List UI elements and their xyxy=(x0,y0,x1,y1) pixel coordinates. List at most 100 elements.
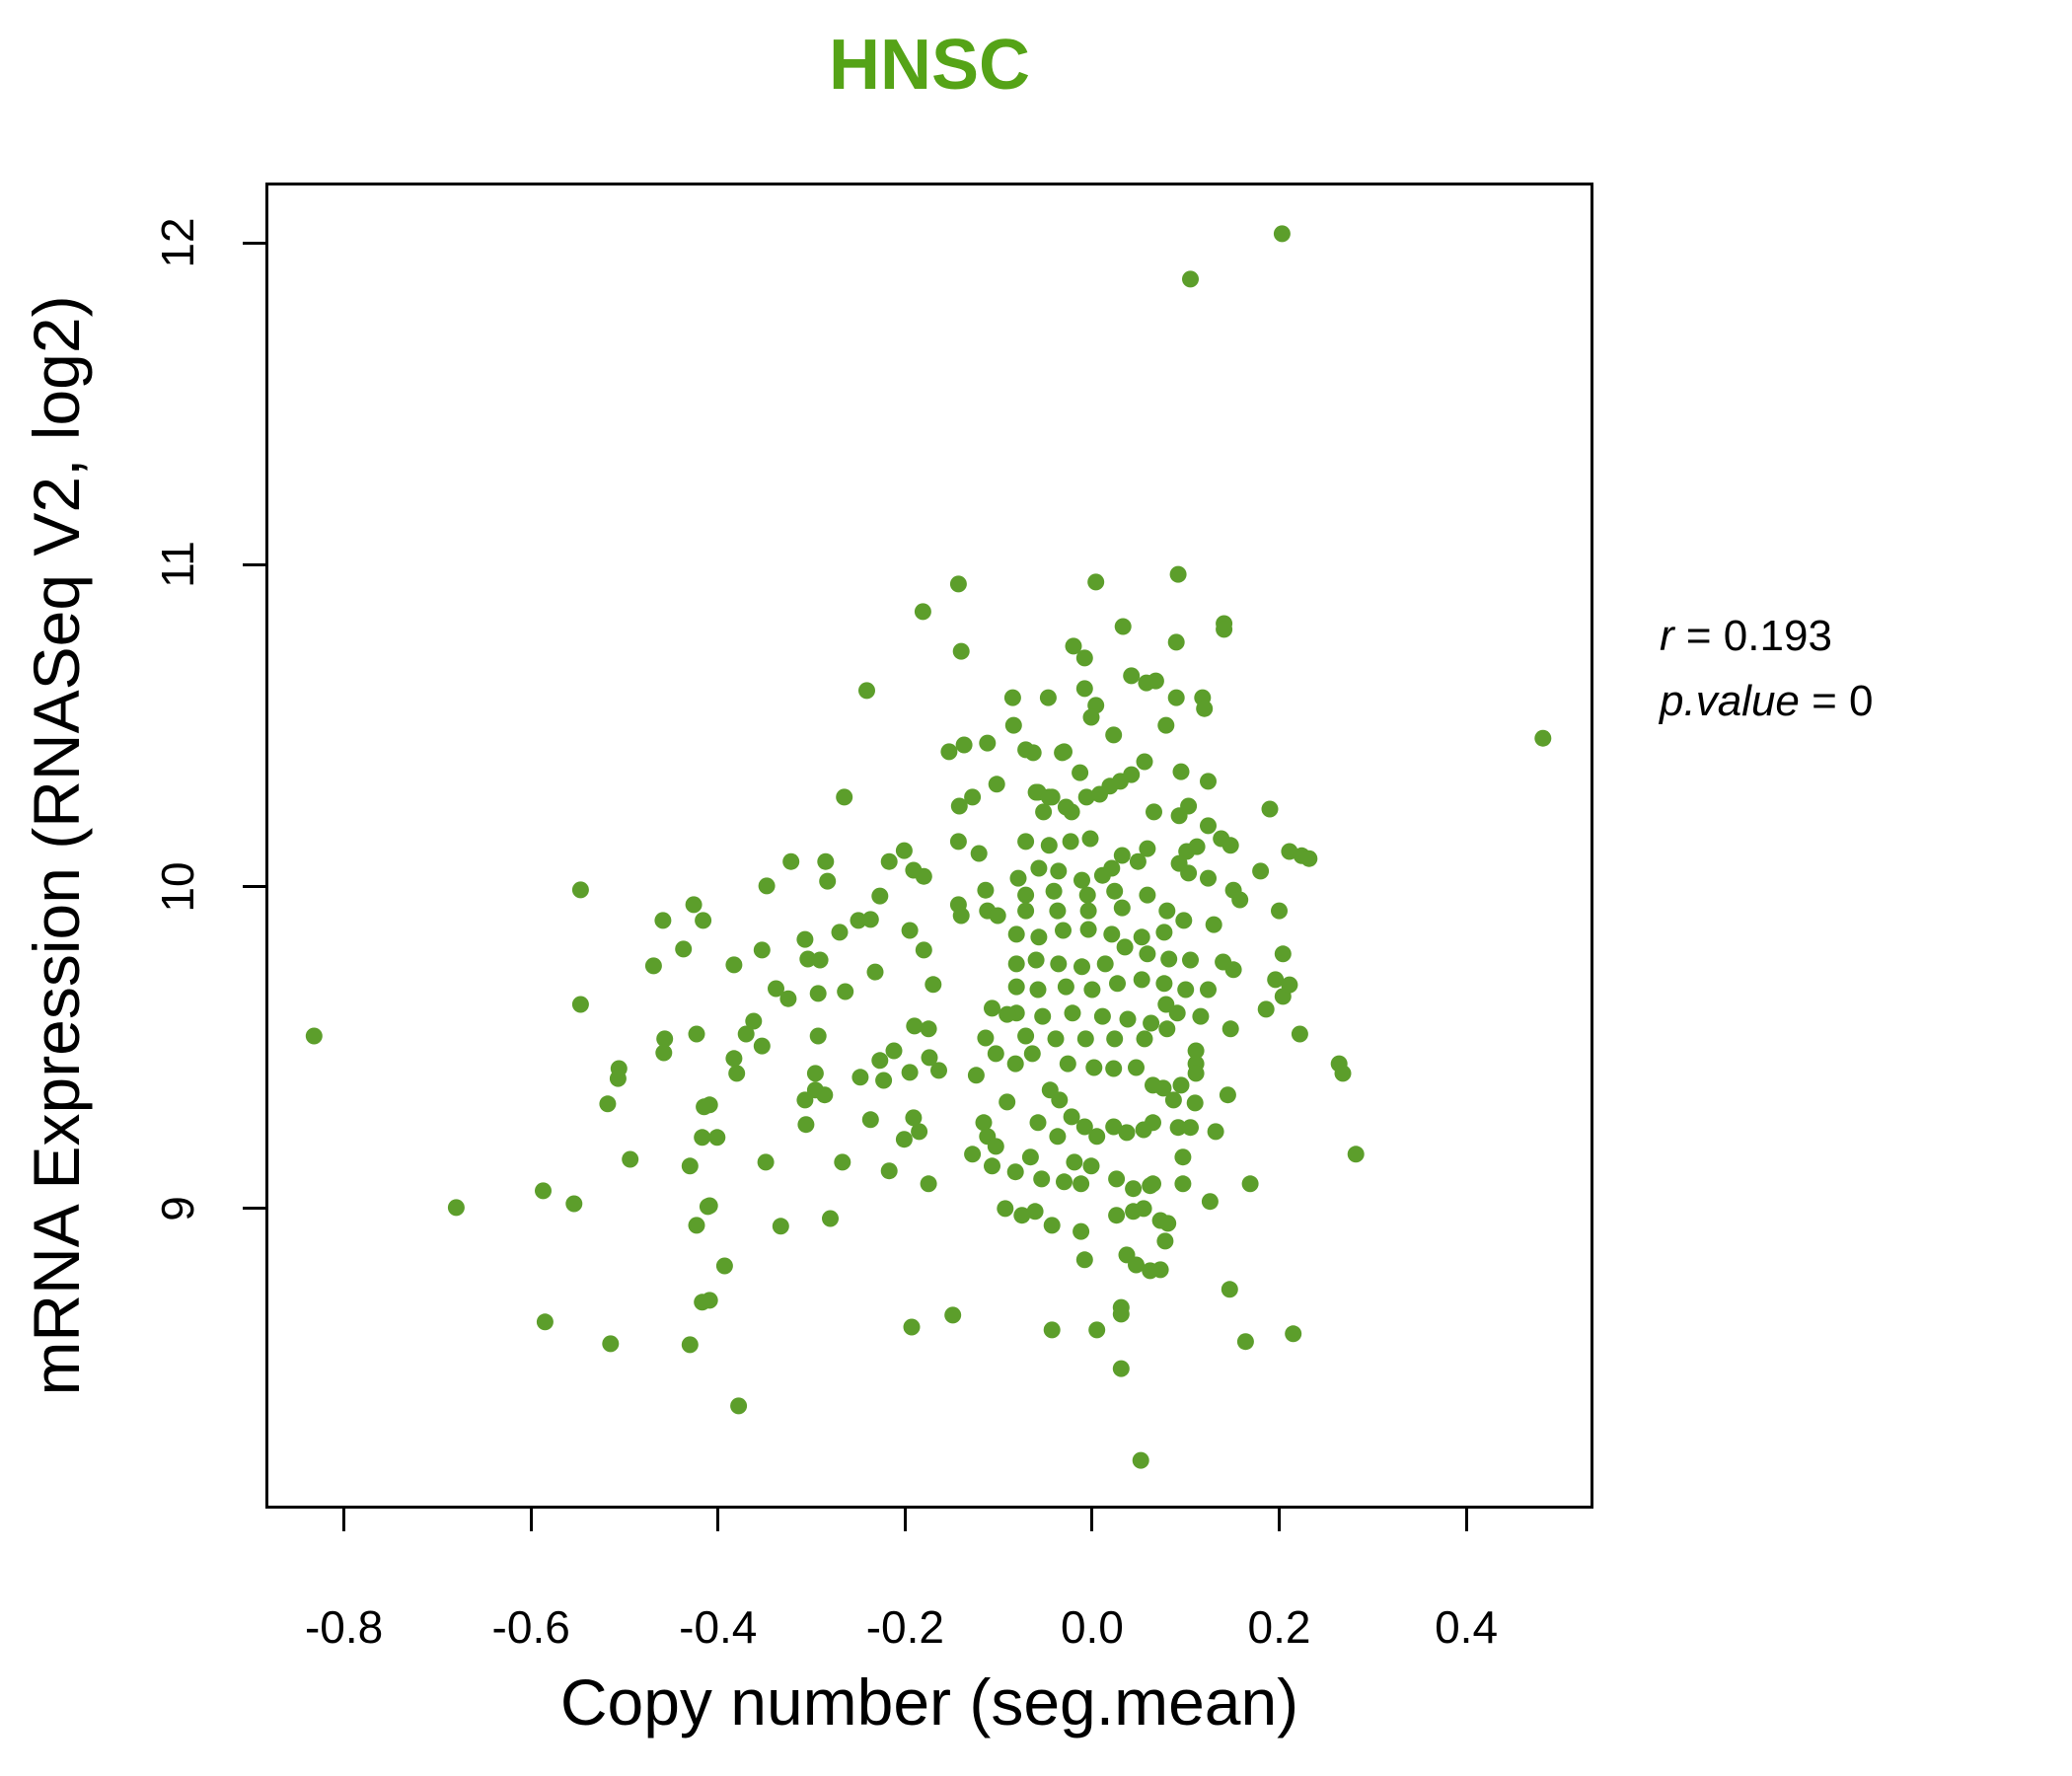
data-point xyxy=(1139,840,1156,857)
data-point xyxy=(695,912,712,929)
data-point xyxy=(1155,924,1173,941)
data-point xyxy=(1167,689,1185,706)
data-point xyxy=(979,734,997,752)
data-point xyxy=(1017,886,1035,904)
data-point xyxy=(871,887,889,905)
data-point xyxy=(1006,1163,1024,1181)
y-tick-label: 10 xyxy=(152,861,203,913)
data-point xyxy=(1534,729,1552,747)
data-point xyxy=(1105,726,1123,744)
data-point xyxy=(1045,882,1063,900)
data-point xyxy=(1085,1059,1103,1076)
data-point xyxy=(1231,891,1249,909)
data-point xyxy=(819,872,837,890)
data-point xyxy=(1049,902,1067,920)
data-point xyxy=(921,1049,938,1067)
data-point xyxy=(1182,951,1199,969)
data-point xyxy=(1207,1123,1224,1141)
data-point xyxy=(1088,1128,1106,1146)
data-point xyxy=(1113,847,1131,864)
data-point xyxy=(871,1052,889,1070)
data-point xyxy=(920,1175,937,1193)
data-point xyxy=(837,983,854,1000)
data-point xyxy=(799,950,817,968)
data-point xyxy=(1157,996,1175,1013)
data-point xyxy=(1078,886,1096,904)
data-point xyxy=(1155,975,1173,993)
data-point xyxy=(565,1195,583,1213)
data-point xyxy=(1200,981,1217,999)
data-point xyxy=(809,985,827,1002)
data-point xyxy=(989,907,1006,925)
data-point xyxy=(816,1086,834,1104)
data-point xyxy=(1030,928,1048,946)
data-point xyxy=(1273,225,1291,243)
data-point xyxy=(725,956,743,974)
data-point xyxy=(1064,1004,1081,1022)
data-point xyxy=(1139,945,1156,963)
data-point xyxy=(1017,1027,1035,1045)
data-point xyxy=(1075,1251,1093,1269)
data-point xyxy=(1172,1076,1190,1094)
data-point xyxy=(861,1111,879,1129)
data-point xyxy=(988,776,1005,793)
data-point xyxy=(1079,921,1097,938)
data-point xyxy=(906,1017,924,1035)
data-point xyxy=(817,852,835,870)
data-point xyxy=(1013,1207,1031,1224)
data-point xyxy=(1055,922,1072,939)
data-point xyxy=(930,1062,947,1079)
data-point xyxy=(1236,1333,1254,1351)
data-point xyxy=(1023,1045,1041,1063)
chart-title: HNSC xyxy=(828,26,1030,105)
data-point xyxy=(1205,916,1222,933)
data-point xyxy=(1075,680,1093,698)
data-point xyxy=(1043,1321,1061,1339)
data-point xyxy=(1145,1175,1161,1193)
x-tick-label: -0.8 xyxy=(304,1601,384,1653)
data-point xyxy=(1017,902,1035,920)
data-point xyxy=(644,957,662,975)
data-point xyxy=(1257,1000,1275,1018)
data-point xyxy=(1081,830,1099,848)
data-point xyxy=(1224,961,1242,979)
data-point xyxy=(1125,1180,1143,1198)
data-point xyxy=(1106,882,1124,900)
x-tick-mark xyxy=(1278,1509,1281,1531)
data-point xyxy=(1007,978,1025,996)
data-point xyxy=(730,1397,748,1415)
data-point xyxy=(997,1200,1014,1218)
data-point xyxy=(1009,869,1027,887)
data-point xyxy=(1159,1215,1177,1232)
data-point xyxy=(1145,1114,1161,1132)
data-point xyxy=(1077,788,1095,806)
data-point xyxy=(728,1065,746,1082)
r-value-line: r = 0.193 xyxy=(1660,604,1874,669)
data-point xyxy=(1158,902,1176,920)
x-tick-label: -0.4 xyxy=(679,1601,758,1653)
data-point xyxy=(915,867,932,885)
data-point xyxy=(1261,800,1279,818)
data-point xyxy=(1040,788,1058,806)
data-point xyxy=(920,1020,937,1038)
data-point xyxy=(1143,1014,1160,1032)
data-point xyxy=(654,912,672,929)
data-point xyxy=(694,1129,711,1147)
data-point xyxy=(987,1138,1004,1155)
data-point xyxy=(831,924,849,941)
data-point xyxy=(1267,971,1285,989)
x-tick-label: -0.6 xyxy=(491,1601,570,1653)
data-point xyxy=(1187,1065,1205,1082)
data-point xyxy=(1112,1360,1130,1377)
data-point xyxy=(1096,955,1114,973)
data-point xyxy=(1129,852,1147,870)
r-value: = 0.193 xyxy=(1673,612,1832,660)
data-point xyxy=(885,1042,903,1060)
data-point xyxy=(1056,1173,1073,1191)
data-point xyxy=(1139,886,1156,904)
data-point xyxy=(964,1146,982,1163)
data-point xyxy=(796,930,814,948)
data-point xyxy=(535,1182,552,1200)
data-point xyxy=(1082,708,1100,726)
